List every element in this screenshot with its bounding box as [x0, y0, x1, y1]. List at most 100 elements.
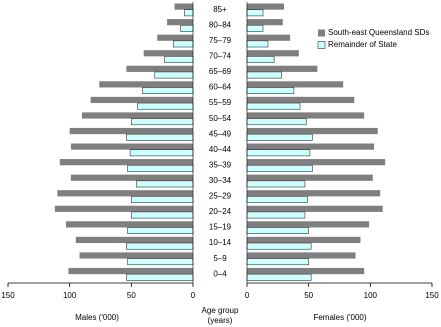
males-axis-label: Males ('000): [75, 313, 119, 322]
age-group-label: 80–84: [209, 20, 232, 29]
legend-swatch: [318, 29, 325, 37]
male-bar: [69, 127, 193, 135]
age-group-label: 0–4: [213, 269, 227, 278]
male-bar: [184, 9, 194, 17]
female-bar: [246, 258, 309, 266]
male-bar: [54, 205, 193, 212]
male-bar: [137, 102, 194, 110]
male-bar: [90, 96, 193, 104]
female-bar: [246, 40, 269, 48]
age-group-label: 65–69: [209, 67, 232, 76]
male-bar: [126, 65, 193, 72]
female-bar: [247, 50, 299, 57]
x-tick-label: 100: [63, 291, 77, 300]
male-bar: [131, 118, 194, 126]
center-axis-label: (years): [208, 316, 233, 325]
female-bar: [246, 149, 311, 157]
female-bar: [247, 221, 370, 228]
male-bar: [131, 211, 194, 219]
female-bar: [246, 180, 306, 188]
females-axis-label: Females ('000): [313, 313, 366, 322]
female-bar: [247, 190, 381, 197]
female-bar: [247, 127, 378, 135]
female-bar: [246, 227, 309, 234]
age-group-label: 55–59: [209, 98, 232, 107]
female-bar: [247, 143, 375, 150]
age-group-label: 20–24: [209, 207, 232, 216]
female-bar: [246, 118, 307, 126]
age-group-label: 10–14: [209, 238, 232, 247]
center-axis-label: Age group: [202, 306, 239, 315]
female-bar: [246, 211, 306, 219]
male-bar: [129, 149, 194, 157]
male-bar: [154, 71, 194, 79]
male-bar: [135, 180, 194, 188]
male-bar: [164, 56, 194, 63]
male-bar: [127, 258, 194, 266]
male-bar: [167, 19, 193, 26]
male-bar: [75, 236, 193, 244]
x-tick-label: 150: [425, 291, 439, 300]
male-bar: [126, 273, 194, 281]
x-tick-label: 100: [364, 291, 378, 300]
male-bar: [59, 159, 193, 166]
age-group-label: 70–74: [209, 52, 232, 61]
female-bar: [247, 112, 365, 119]
male-bar: [70, 143, 193, 150]
female-bar: [246, 164, 313, 172]
male-bar: [172, 40, 194, 48]
female-bar: [247, 252, 356, 259]
age-group-label: 25–29: [209, 192, 232, 201]
male-bar: [79, 252, 193, 259]
female-bar: [246, 9, 264, 17]
x-tick-label: 50: [127, 291, 136, 300]
male-bar: [70, 174, 193, 181]
female-bar: [246, 196, 308, 203]
female-bar: [246, 133, 313, 141]
legend-label: South-east Queensland SDs: [328, 28, 429, 37]
male-bar: [180, 24, 194, 32]
age-group-label: 30–34: [209, 176, 232, 185]
female-bar: [247, 205, 383, 212]
male-bar: [126, 133, 194, 141]
female-bar: [246, 102, 301, 110]
female-bar: [246, 87, 295, 94]
age-group-label: 40–44: [209, 145, 232, 154]
legend-label: Remainder of State: [328, 40, 397, 49]
female-bar: [247, 65, 318, 72]
age-group-label: 5–9: [213, 254, 227, 263]
age-group-label: 85+: [213, 5, 227, 14]
age-group-label: 50–54: [209, 114, 232, 123]
age-group-label: 35–39: [209, 160, 232, 169]
male-bar: [99, 81, 193, 88]
female-bar: [247, 3, 284, 10]
female-bar: [246, 24, 264, 32]
male-bar: [127, 164, 194, 172]
male-bar: [68, 267, 193, 275]
female-bar: [247, 19, 283, 26]
age-group-label: 75–79: [209, 36, 232, 45]
age-group-label: 45–49: [209, 129, 232, 138]
male-bar: [57, 190, 194, 197]
male-bar: [82, 112, 193, 119]
female-bar: [247, 81, 344, 88]
female-bar: [246, 71, 282, 79]
age-group-label: 60–64: [209, 83, 232, 92]
female-bar: [246, 242, 312, 250]
x-tick-label: 0: [191, 291, 196, 300]
legend-swatch: [317, 41, 326, 49]
female-bar: [247, 267, 365, 275]
female-bar: [247, 236, 361, 244]
x-tick-label: 50: [304, 291, 313, 300]
male-bar: [127, 227, 194, 234]
x-tick-label: 0: [245, 291, 250, 300]
male-bar: [126, 242, 194, 250]
female-bar: [247, 96, 355, 104]
female-bar: [247, 174, 373, 181]
male-bar: [157, 34, 193, 41]
female-bar: [246, 273, 312, 281]
male-bar: [142, 87, 194, 94]
female-bar: [246, 56, 275, 63]
male-bar: [131, 196, 194, 203]
